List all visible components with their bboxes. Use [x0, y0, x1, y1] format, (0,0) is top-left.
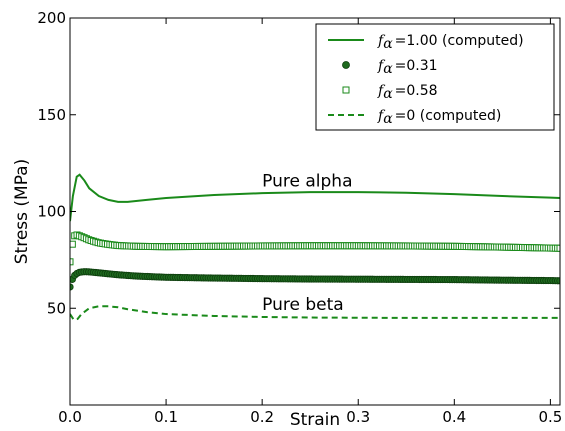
x-tick-label: 0.1	[154, 408, 178, 426]
legend-label: fα =0 (computed)	[377, 108, 501, 127]
y-tick-label: 200	[37, 9, 66, 27]
legend-marker-swatch	[342, 86, 350, 94]
legend-label: fα =0.31	[377, 58, 438, 77]
ticks-layer: 0.0 0.1 0.2 0.3 0.4 0.5 50 100 150 200	[37, 9, 562, 426]
legend-item: fα =1.00 (computed)	[328, 33, 524, 52]
annotation: Pure beta	[262, 295, 344, 315]
legend: fα =1.00 (computed) fα =0.31 fα =0.58 fα =0 (co…	[315, 23, 555, 131]
series-line	[70, 173, 560, 222]
series-layer	[70, 173, 560, 322]
legend-item: fα =0 (computed)	[328, 108, 501, 127]
series-3	[70, 231, 560, 266]
data-point	[556, 244, 560, 252]
x-tick-label: 0.0	[58, 408, 82, 426]
data-point	[70, 240, 76, 248]
data-point	[70, 258, 74, 266]
x-tick-label: 0.4	[442, 408, 466, 426]
legend-label: fα =0.58	[377, 83, 438, 102]
annotation-layer: Pure alpha Pure beta	[262, 171, 352, 315]
x-axis-label: Strain	[290, 410, 340, 430]
series-4	[70, 305, 560, 322]
legend-marker-swatch	[342, 61, 350, 69]
x-tick-label: 0.3	[346, 408, 370, 426]
annotation: Pure alpha	[262, 171, 352, 191]
y-axis-label: Stress (MPa)	[12, 159, 32, 265]
y-tick-label: 100	[37, 203, 66, 221]
legend-item: fα =0.31	[342, 58, 438, 77]
y-tick-label: 150	[37, 106, 66, 124]
series-1	[70, 173, 560, 222]
series-2	[70, 268, 560, 291]
y-tick-label: 50	[47, 299, 66, 317]
legend-label: fα =1.00 (computed)	[377, 33, 524, 52]
series-line	[70, 305, 560, 322]
legend-item: fα =0.58	[342, 83, 438, 102]
x-tick-label: 0.5	[538, 408, 562, 426]
legend-box	[315, 23, 555, 131]
x-tick-label: 0.2	[250, 408, 274, 426]
